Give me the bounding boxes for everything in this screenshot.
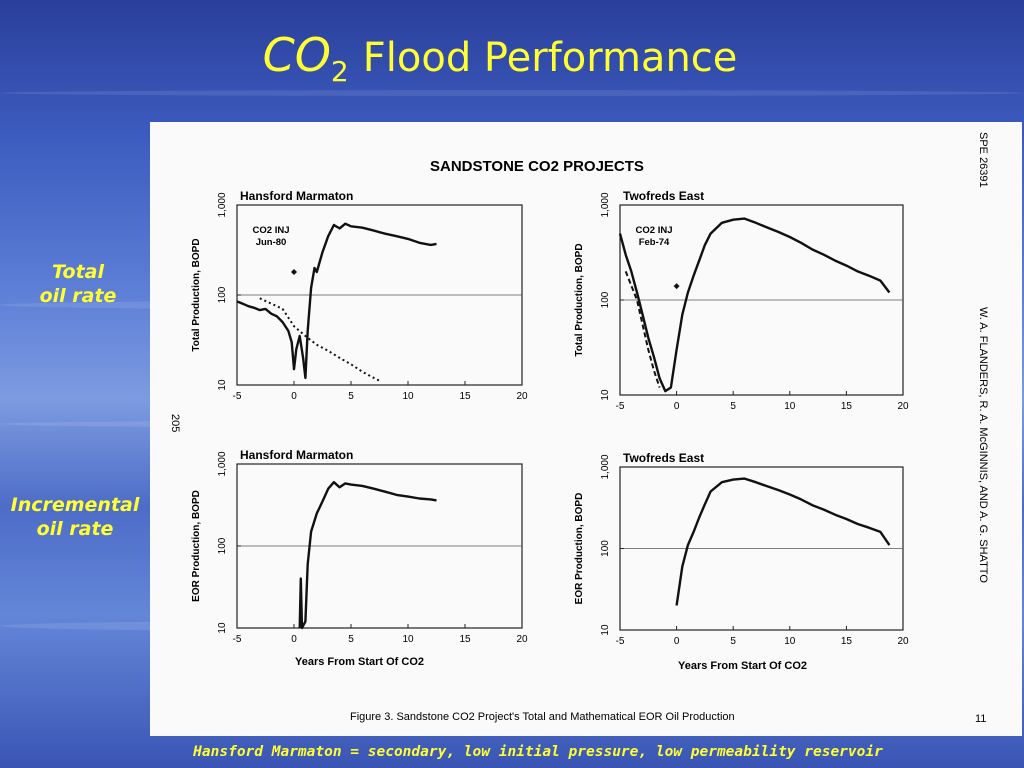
- series-line: [675, 477, 891, 606]
- x-tick-label: 0: [291, 391, 297, 402]
- figure-header: SANDSTONE CO2 PROJECTS: [430, 158, 644, 175]
- x-tick-label: 15: [841, 401, 853, 412]
- x-tick-label: 10: [402, 634, 414, 645]
- x-tick-label: -5: [616, 401, 625, 412]
- series-line: [259, 297, 382, 383]
- slide-title-rest: Flood Performance: [362, 35, 738, 81]
- chart-title: Hansford Marmaton: [240, 189, 353, 203]
- y-axis-label: Total Production, BOPD: [574, 243, 585, 356]
- x-tick-label: 15: [459, 391, 471, 402]
- annotation-marker: [673, 283, 680, 290]
- x-tick-label: -5: [233, 634, 242, 645]
- x-tick-label: 5: [348, 391, 354, 402]
- x-tick-label: 20: [897, 401, 909, 412]
- series-line: [298, 481, 437, 630]
- figure-page-number: 205: [169, 414, 181, 432]
- y-axis-label: Total Production, BOPD: [191, 238, 202, 351]
- series-line: [624, 271, 661, 388]
- annotation-text: Jun-80: [256, 237, 287, 248]
- x-axis-label-right: Years From Start Of CO2: [678, 660, 807, 672]
- chart-panel: Hansford Marmaton Total Production, BOPD -…: [191, 189, 528, 402]
- figure-caption: Figure 3. Sandstone CO2 Project's Total …: [350, 711, 735, 723]
- slide-title-subscript: 2: [330, 55, 349, 88]
- chart-panel: Twofreds East EOR Production, BOPD -5 0 5 10 1…: [574, 451, 909, 647]
- y-tick-label: 10: [600, 624, 611, 636]
- y-tick-label: 10: [217, 379, 228, 391]
- label-incremental-oil-rate: Incremental oil rate: [10, 494, 140, 540]
- x-tick-label: 0: [674, 636, 680, 647]
- y-axis-label: EOR Production, BOPD: [574, 493, 585, 605]
- chart-title: Twofreds East: [623, 189, 704, 203]
- figure-side-authors: W. A. FLANDERS, R. A. McGINNIS, AND A. G…: [977, 307, 989, 583]
- scanned-figure: SANDSTONE CO2 PROJECTS SPE 26391 W. A. F…: [150, 122, 1022, 736]
- plots-group: Hansford Marmaton Total Production, BOPD -…: [191, 189, 909, 647]
- x-tick-label: 20: [516, 391, 528, 402]
- y-tick-label: 100: [600, 540, 611, 557]
- footnote: Hansford Marmaton = secondary, low initi…: [193, 744, 883, 760]
- x-tick-label: 0: [674, 401, 680, 412]
- chart-title: Twofreds East: [623, 451, 704, 465]
- series-line: [618, 217, 891, 393]
- annotation-text: CO2 INJ: [636, 225, 673, 236]
- x-tick-label: 10: [784, 401, 796, 412]
- y-tick-label: 1,000: [217, 192, 228, 217]
- slide-title: CO2 Flood Performance: [0, 28, 1000, 88]
- y-tick-label: 10: [217, 622, 228, 634]
- x-tick-label: 20: [897, 636, 909, 647]
- slide-title-main: CO: [262, 28, 331, 82]
- annotation-marker: [291, 269, 297, 276]
- y-tick-label: 1,000: [217, 451, 228, 476]
- x-tick-label: -5: [616, 636, 625, 647]
- y-tick-label: 10: [600, 389, 611, 401]
- y-tick-label: 1,000: [600, 192, 611, 217]
- chart-panel: Hansford Marmaton EOR Production, BOPD -5 0…: [191, 448, 528, 645]
- background-wave: [0, 90, 1024, 96]
- x-tick-label: 15: [841, 636, 853, 647]
- x-tick-label: 10: [402, 391, 414, 402]
- y-tick-label: 1,000: [600, 454, 611, 479]
- x-tick-label: 20: [516, 634, 528, 645]
- figure-side-text: SPE 26391: [977, 132, 989, 188]
- annotation-text: CO2 INJ: [253, 225, 290, 236]
- y-tick-label: 100: [600, 291, 611, 308]
- y-tick-label: 100: [217, 537, 228, 554]
- annotation-text: Feb-74: [639, 237, 670, 248]
- x-tick-label: -5: [233, 391, 242, 402]
- y-tick-label: 100: [217, 286, 228, 303]
- x-tick-label: 5: [348, 634, 354, 645]
- x-tick-label: 10: [784, 636, 796, 647]
- x-tick-label: 5: [730, 401, 736, 412]
- x-tick-label: 0: [291, 634, 297, 645]
- figure-page-right: 11: [975, 713, 986, 725]
- series-line: [236, 222, 437, 380]
- label-total-oil-rate: Total oil rate: [39, 261, 117, 307]
- chart-title: Hansford Marmaton: [240, 448, 353, 462]
- x-tick-label: 15: [459, 634, 471, 645]
- x-axis-label-left: Years From Start Of CO2: [295, 656, 424, 668]
- y-axis-label: EOR Production, BOPD: [191, 490, 202, 602]
- x-tick-label: 5: [730, 636, 736, 647]
- chart-panel: Twofreds East Total Production, BOPD -5 0 5 1…: [574, 189, 909, 412]
- figure-canvas: SANDSTONE CO2 PROJECTS SPE 26391 W. A. F…: [169, 132, 989, 725]
